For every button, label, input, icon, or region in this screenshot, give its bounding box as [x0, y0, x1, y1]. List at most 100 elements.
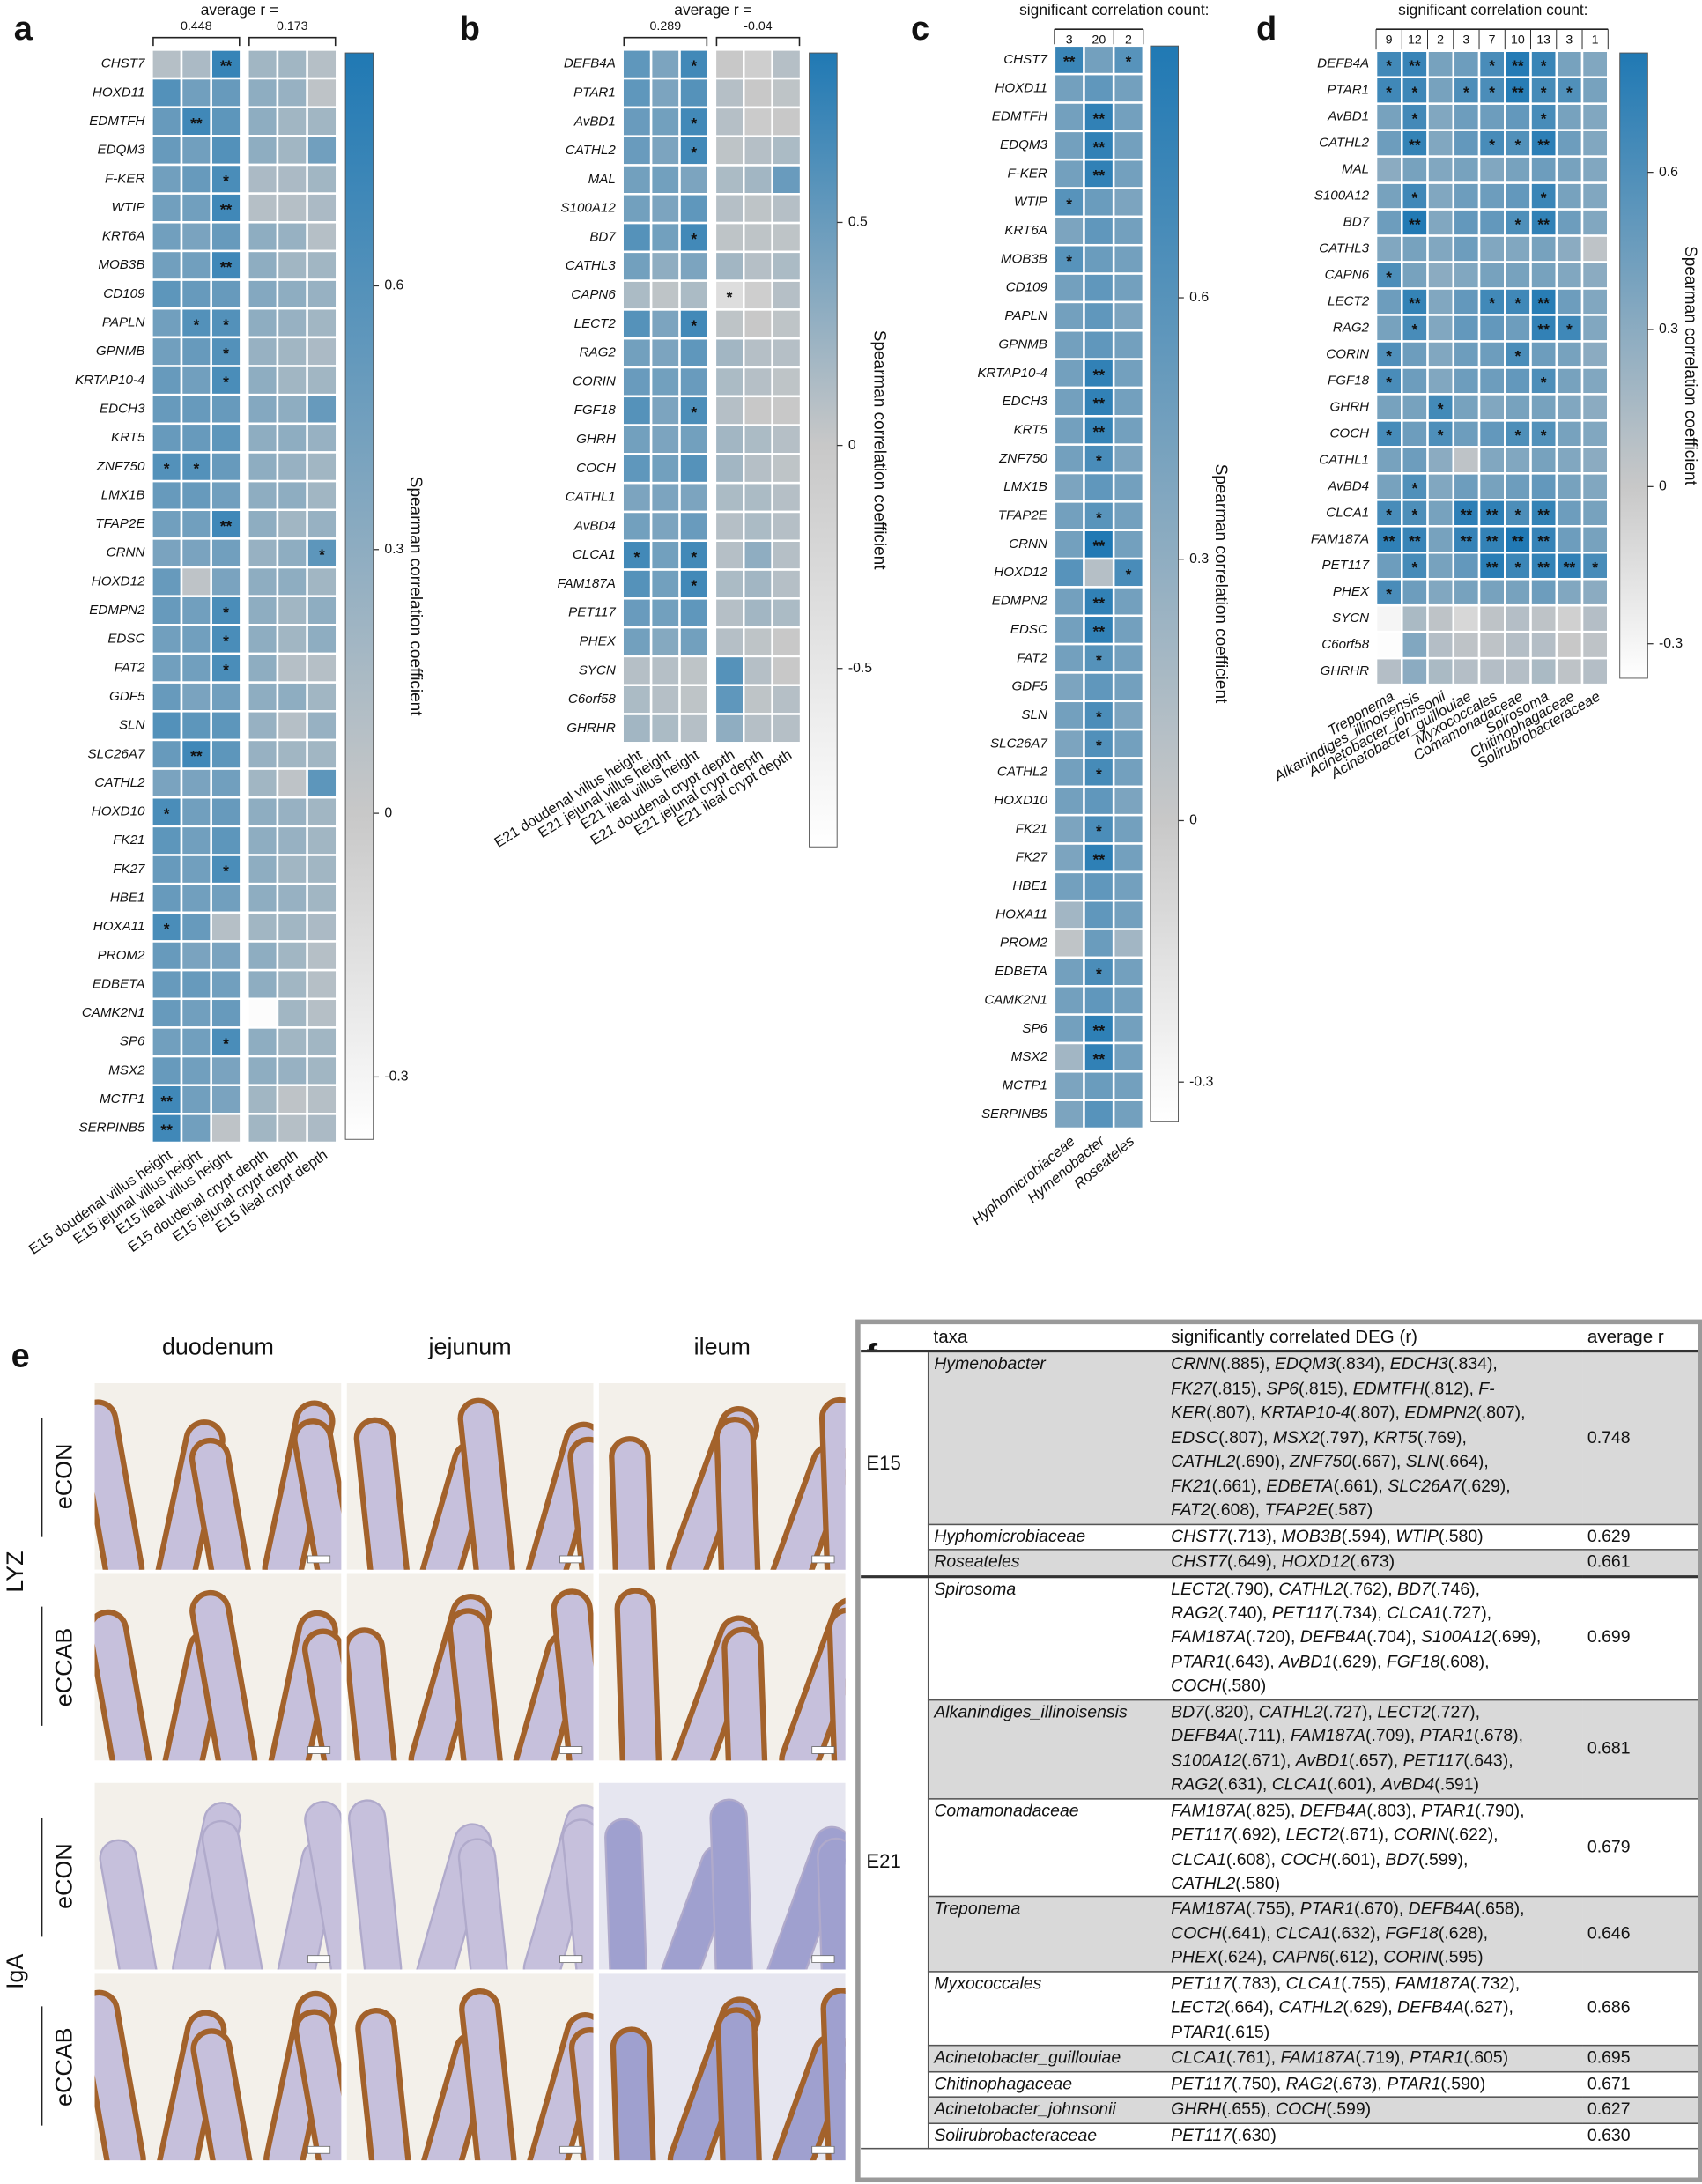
heat-cell [1426, 525, 1455, 554]
heat-cell [1053, 529, 1085, 560]
heat-cell [151, 221, 183, 253]
heat-cell [1452, 208, 1481, 237]
heat-cell [276, 192, 308, 224]
heat-cell [1580, 472, 1610, 501]
heat-cell [1053, 1041, 1085, 1073]
significance-star: ** [1093, 850, 1106, 868]
significance-star: * [1386, 56, 1392, 74]
heat-cell [1477, 155, 1506, 184]
heat-cell [180, 307, 212, 339]
heat-cell [1112, 500, 1145, 531]
heat-cell [771, 279, 803, 311]
heat-cell [1374, 102, 1403, 131]
significance-star: ** [160, 1092, 173, 1110]
heat-cell [306, 767, 338, 799]
heat-cell [1053, 870, 1085, 902]
heat-cell [1529, 340, 1558, 369]
heat-cell [1053, 757, 1085, 788]
heat-cell [1504, 603, 1532, 633]
heat-cell [1504, 577, 1532, 607]
heat-cell [180, 940, 212, 972]
heat-cell [1504, 656, 1532, 686]
heat-cell [151, 681, 183, 713]
heat-cell [210, 135, 242, 167]
heat-cell [276, 1084, 308, 1115]
heat-cell [1401, 630, 1429, 660]
heat-cell [1112, 842, 1145, 874]
heat-cell [714, 164, 745, 196]
row-label: GHRH [576, 432, 616, 447]
heat-cell [678, 77, 710, 109]
heat-cell [1529, 155, 1558, 184]
significance-star: * [691, 317, 697, 335]
heat-cell [306, 48, 338, 80]
micrograph [346, 1782, 594, 1970]
significance-star: ** [1093, 594, 1106, 611]
heat-cell [1555, 525, 1584, 554]
bracket [248, 36, 337, 47]
heat-cell [1452, 603, 1481, 633]
heat-cell [210, 192, 242, 224]
villus [99, 1839, 164, 1970]
heat-cell [742, 250, 773, 282]
micrograph [598, 1382, 846, 1570]
heat-cell [1477, 234, 1506, 263]
significance-star: ** [1486, 559, 1498, 576]
heat-cell [1555, 129, 1584, 158]
heat-cell [1112, 728, 1145, 759]
colorbar-tick-label: 0.6 [1659, 165, 1678, 180]
row-label: HOXD11 [995, 80, 1047, 95]
group-value: 0.289 [650, 19, 682, 33]
table-row: E15 Hymenobacter CRNN(.885), EDQM3(.834), … [861, 1350, 1698, 1577]
row-label: HOXD10 [92, 804, 145, 819]
heat-cell [276, 537, 308, 569]
heat-cell [151, 135, 183, 167]
significance-star: * [223, 661, 229, 678]
taxa-cell: Hyphomicrobiaceae [928, 1523, 1166, 1551]
heat-cell [276, 1113, 308, 1144]
row-label: BD7 [1343, 215, 1370, 230]
heat-cell [306, 336, 338, 367]
heat-cell [742, 308, 773, 340]
heat-cell [1477, 340, 1506, 369]
row-label: SLC26A7 [88, 746, 145, 761]
villus [820, 1988, 846, 2161]
heat-cell [1529, 552, 1558, 581]
heat-cell [1053, 671, 1085, 703]
stage-cell: E15 [861, 1350, 929, 1577]
heat-cell [180, 422, 212, 454]
heat-cell [1053, 158, 1085, 189]
heat-cell [247, 1055, 279, 1086]
heat-cell [621, 713, 653, 744]
significance-star: * [691, 230, 697, 248]
significance-star: ** [220, 258, 233, 276]
deg-cell: CRNN(.885), EDQM3(.834), EDCH3(.834), FK… [1165, 1350, 1582, 1525]
heat-cell [649, 308, 681, 340]
micrograph [346, 1973, 594, 2161]
heat-cell [1112, 1041, 1145, 1073]
significance-star: ** [1537, 136, 1550, 153]
heat-cell [276, 336, 308, 367]
scale-bar [559, 1555, 583, 1564]
row-label: CORIN [1326, 346, 1369, 361]
significance-star: * [1096, 765, 1102, 782]
heat-cell [247, 77, 279, 108]
heat-cell [714, 250, 745, 282]
heat-cell [1529, 630, 1558, 660]
significance-star: ** [1537, 506, 1550, 523]
row-label: SYCN [579, 663, 616, 677]
heat-cell [247, 422, 279, 454]
heat-cell [1083, 158, 1115, 189]
heat-cell [1083, 985, 1115, 1016]
heat-cell [742, 655, 773, 686]
heat-cell [1112, 1070, 1145, 1101]
colorbar-tick-label: 0 [1659, 479, 1667, 494]
heat-cell [1112, 899, 1145, 930]
row-label: PTAR1 [1327, 83, 1369, 98]
heat-cell [1053, 1070, 1085, 1101]
row-label: GHRHR [566, 721, 616, 736]
heat-cell [1112, 44, 1145, 76]
heat-cell [180, 336, 212, 367]
heat-cell [1083, 272, 1115, 304]
